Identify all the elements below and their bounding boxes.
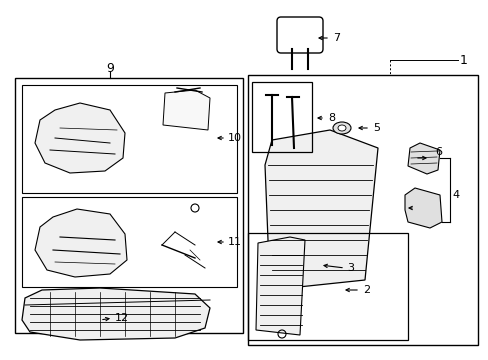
Bar bbox=[247, 75, 477, 345]
Bar bbox=[22, 85, 237, 193]
Text: 7: 7 bbox=[332, 33, 340, 43]
Polygon shape bbox=[163, 90, 209, 130]
Text: 12: 12 bbox=[115, 313, 129, 323]
Polygon shape bbox=[264, 130, 377, 290]
Bar bbox=[22, 197, 237, 287]
Text: 9: 9 bbox=[106, 62, 114, 75]
Text: 6: 6 bbox=[434, 147, 441, 157]
Text: 5: 5 bbox=[372, 123, 379, 133]
Polygon shape bbox=[407, 143, 439, 174]
Text: 11: 11 bbox=[227, 237, 242, 247]
Polygon shape bbox=[22, 288, 209, 340]
Polygon shape bbox=[404, 188, 441, 228]
Polygon shape bbox=[256, 237, 305, 335]
Polygon shape bbox=[35, 103, 125, 173]
Text: 1: 1 bbox=[459, 54, 467, 67]
Text: 8: 8 bbox=[327, 113, 334, 123]
Polygon shape bbox=[35, 209, 127, 277]
Text: 10: 10 bbox=[227, 133, 242, 143]
Text: 2: 2 bbox=[362, 285, 369, 295]
Ellipse shape bbox=[332, 122, 350, 134]
Bar bbox=[247, 233, 407, 340]
Ellipse shape bbox=[337, 125, 346, 131]
Text: 4: 4 bbox=[451, 190, 458, 200]
Text: 3: 3 bbox=[346, 263, 353, 273]
Bar bbox=[15, 78, 243, 333]
Bar bbox=[251, 82, 311, 152]
